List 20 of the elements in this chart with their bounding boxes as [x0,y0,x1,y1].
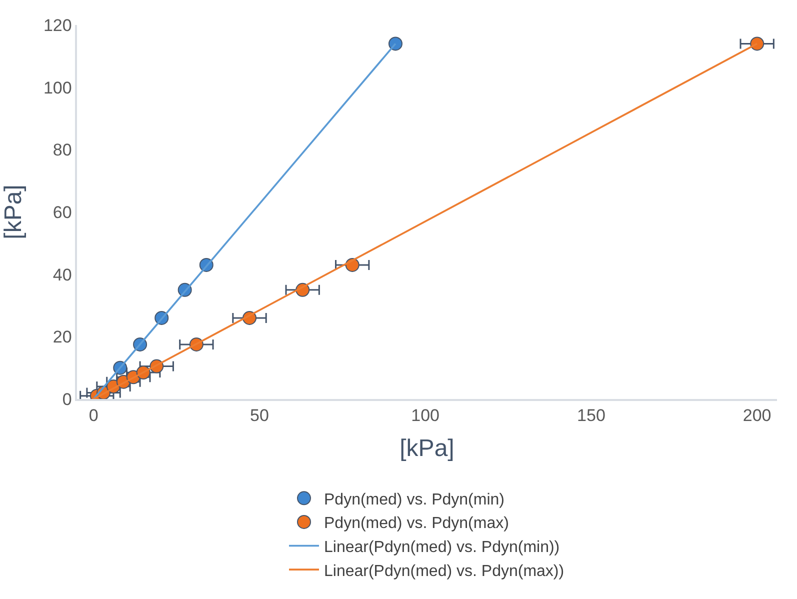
x-tick-label: 200 [742,406,772,426]
y-axis-title: [kPa] [0,184,28,240]
y-tick-label: 20 [52,328,72,347]
x-axis-title: [kPa] [400,434,454,462]
legend-label: Linear(Pdyn(med) vs. Pdyn(min)) [324,539,560,556]
y-tick-label: 80 [52,140,72,160]
x-tick-label: 50 [250,406,269,426]
legend-label: Pdyn(med) vs. Pdyn(min) [324,491,504,508]
x-tick-label: 0 [88,406,98,426]
y-tick-label: 60 [52,202,72,222]
point [750,36,764,51]
y-tick-label: 40 [52,265,72,284]
x-tick-label: 150 [577,406,606,426]
y-tick-label: 100 [43,78,72,98]
y-tick-label: 0 [62,390,72,409]
legend-label: Pdyn(med) vs. Pdyn(max) [324,515,509,532]
legend-label: Linear(Pdyn(med) vs. Pdyn(max)) [324,562,564,580]
point [388,36,402,51]
x-tick-label: 100 [411,406,440,426]
y-tick-label: 120 [43,16,72,35]
